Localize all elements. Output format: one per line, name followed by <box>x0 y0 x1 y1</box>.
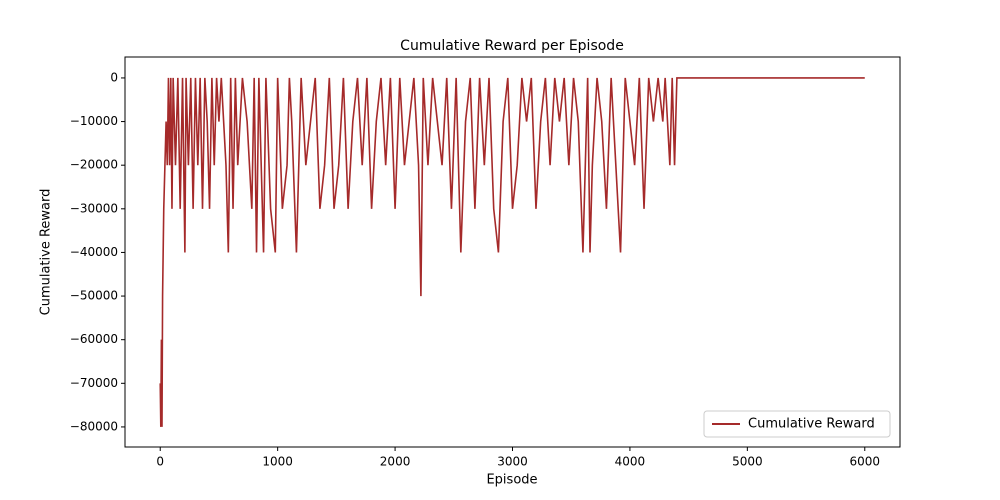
y-tick-label: −10000 <box>70 114 118 128</box>
y-axis-label: Cumulative Reward <box>39 189 54 316</box>
chart-title: Cumulative Reward per Episode <box>400 38 624 54</box>
plot-frame <box>124 56 901 448</box>
y-tick-label: −20000 <box>70 158 118 172</box>
data-line <box>159 77 865 427</box>
x-axis-label: Episode <box>486 473 537 488</box>
y-tick-label: −60000 <box>70 332 118 346</box>
x-tick-label: 1000 <box>262 455 293 469</box>
x-tick-label: 2000 <box>380 455 411 469</box>
x-tick-label: 6000 <box>849 455 880 469</box>
y-tick-label: −80000 <box>70 419 118 433</box>
y-tick-label: −50000 <box>70 289 118 303</box>
y-tick-label: −70000 <box>70 376 118 390</box>
legend-box <box>703 410 891 438</box>
x-tick-label: 3000 <box>497 455 528 469</box>
x-tick-label: 5000 <box>732 455 763 469</box>
x-tick-label: 0 <box>156 455 164 469</box>
y-tick-label: −30000 <box>70 201 118 215</box>
x-tick-label: 4000 <box>615 455 646 469</box>
y-tick-label: 0 <box>110 70 118 84</box>
y-tick-label: −40000 <box>70 245 118 259</box>
legend-label: Cumulative Reward <box>748 417 875 432</box>
